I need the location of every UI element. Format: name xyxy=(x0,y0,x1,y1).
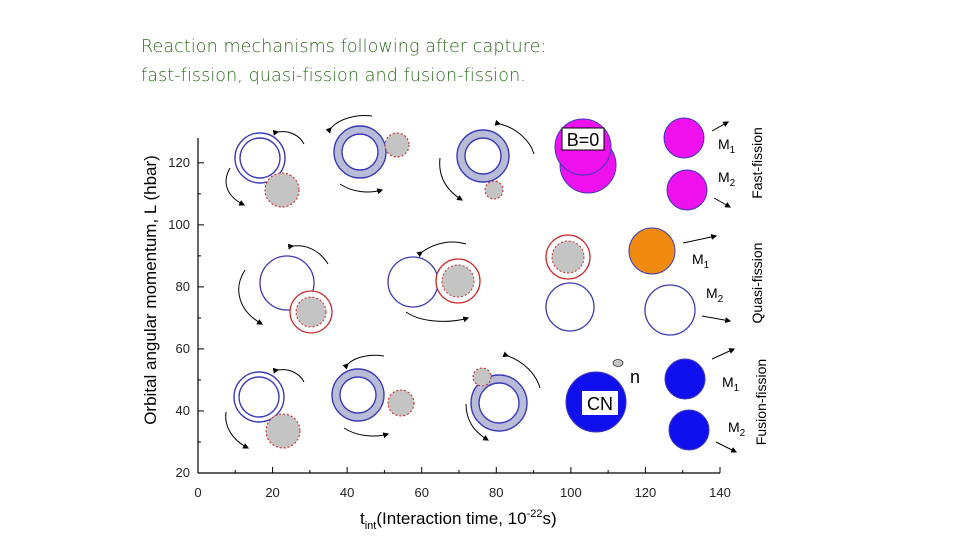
title-line-2: fast-fission, quasi-fission and fusion-f… xyxy=(141,66,526,86)
rotation-arrow xyxy=(439,157,464,201)
m2-label: M2 xyxy=(706,285,724,305)
slide-title: Reaction mechanisms following after capt… xyxy=(141,33,547,91)
x-ticks: 0 20 40 60 80 100 120 140 xyxy=(194,467,731,500)
x-tick-label: 0 xyxy=(194,485,201,500)
projectile-fragment xyxy=(264,172,300,208)
x-title-main: t xyxy=(360,509,365,528)
projectile-fragment xyxy=(384,132,410,158)
y-axis-title: Orbital angular momentum, L (hbar) xyxy=(141,155,160,425)
fragment-m1 xyxy=(628,227,676,275)
x-title-end: s) xyxy=(543,509,557,528)
rotation-arrow xyxy=(339,183,384,195)
y-ticks: 20 40 60 80 100 120 xyxy=(168,155,204,480)
nucleus-inner-ring xyxy=(238,376,280,418)
projectile-fragment xyxy=(387,389,415,417)
x-tick-label: 20 xyxy=(265,485,279,500)
m2-label: M2 xyxy=(718,169,736,189)
y-tick-label: 40 xyxy=(176,403,190,418)
nucleus-outer-ring xyxy=(234,132,286,184)
emission-arrow xyxy=(713,197,732,208)
y-tick-label: 120 xyxy=(168,155,190,170)
emission-arrow xyxy=(711,121,730,132)
x-tick-label: 60 xyxy=(414,485,428,500)
projectile-fragment xyxy=(472,367,492,387)
x-tick-label: 100 xyxy=(560,485,582,500)
rotation-arrow xyxy=(272,367,305,383)
projectile-fragment xyxy=(265,413,301,449)
nucleus-target xyxy=(545,282,595,332)
rotation-arrow xyxy=(416,241,467,258)
rotation-arrow xyxy=(225,167,246,206)
fusion-fission-row: CN n M1 M2 Fusion-fission xyxy=(225,348,769,453)
rotation-arrow xyxy=(225,411,250,449)
emission-arrow xyxy=(715,441,738,453)
projectile-core xyxy=(551,240,585,274)
fusion-fission-label: Fusion-fission xyxy=(753,359,769,445)
x-title-sub: int xyxy=(365,520,377,532)
nucleus-target xyxy=(387,256,439,308)
rotation-arrow xyxy=(465,403,490,441)
x-title-rest: (Interaction time, 10 xyxy=(376,509,526,528)
rotation-arrow xyxy=(405,311,470,323)
rotation-arrow xyxy=(502,351,541,389)
b-zero-label: B=0 xyxy=(567,130,600,150)
y-tick-label: 100 xyxy=(168,217,190,232)
nucleus-core xyxy=(341,133,379,171)
x-tick-label: 120 xyxy=(635,485,657,500)
rotation-arrow xyxy=(343,427,390,439)
cn-box xyxy=(582,391,618,415)
rotation-arrow xyxy=(272,129,305,145)
b-zero-box xyxy=(561,127,605,151)
emission-arrow xyxy=(701,315,732,324)
x-tick-label: 140 xyxy=(709,485,731,500)
neutron-particle xyxy=(612,359,624,367)
nucleus-core xyxy=(478,382,520,424)
fragment-m1 xyxy=(664,358,706,400)
nucleus-core xyxy=(339,376,377,414)
m2-label: M2 xyxy=(728,419,746,439)
rotation-arrow xyxy=(325,115,373,134)
cn-label: CN xyxy=(587,394,613,414)
x-tick-label: 80 xyxy=(489,485,503,500)
x-title-sup: -22 xyxy=(527,508,543,520)
rotation-arrow xyxy=(287,243,329,265)
projectile-fragment xyxy=(484,180,504,200)
m1-label: M1 xyxy=(718,136,736,156)
fast-fission-row: B=0 M1 M2 Fast-fission xyxy=(225,115,765,211)
nucleus-outer-ring xyxy=(233,371,285,423)
quasi-fission-row: M1 M2 Quasi-fission xyxy=(238,227,765,336)
rotation-arrow xyxy=(238,269,264,325)
rotation-arrow xyxy=(494,119,535,155)
m1-label: M1 xyxy=(722,374,740,394)
fast-fission-label: Fast-fission xyxy=(749,127,765,199)
projectile-core xyxy=(295,296,327,328)
fragment-m2 xyxy=(668,409,710,451)
quasi-fission-label: Quasi-fission xyxy=(749,243,765,324)
fragment-m2 xyxy=(644,284,696,336)
nucleus-core xyxy=(464,137,502,175)
x-axis-title: tint(Interaction time, 10-22s) xyxy=(360,508,557,532)
fragment-m1 xyxy=(663,117,705,159)
nucleus-inner-ring xyxy=(239,137,281,179)
neutron-label: n xyxy=(630,367,640,387)
m1-label: M1 xyxy=(692,251,710,271)
projectile-core xyxy=(441,264,475,298)
axes: 0 20 40 60 80 100 120 140 20 40 60 80 100 120 xyxy=(168,138,731,500)
x-tick-label: 40 xyxy=(340,485,354,500)
y-tick-label: 20 xyxy=(176,465,190,480)
emission-arrow xyxy=(682,234,718,244)
rotation-arrow xyxy=(342,354,385,370)
emission-arrow xyxy=(711,348,736,360)
y-tick-label: 80 xyxy=(176,279,190,294)
fragment-m2 xyxy=(666,169,708,211)
title-line-1: Reaction mechanisms following after capt… xyxy=(141,37,547,57)
y-tick-label: 60 xyxy=(176,341,190,356)
